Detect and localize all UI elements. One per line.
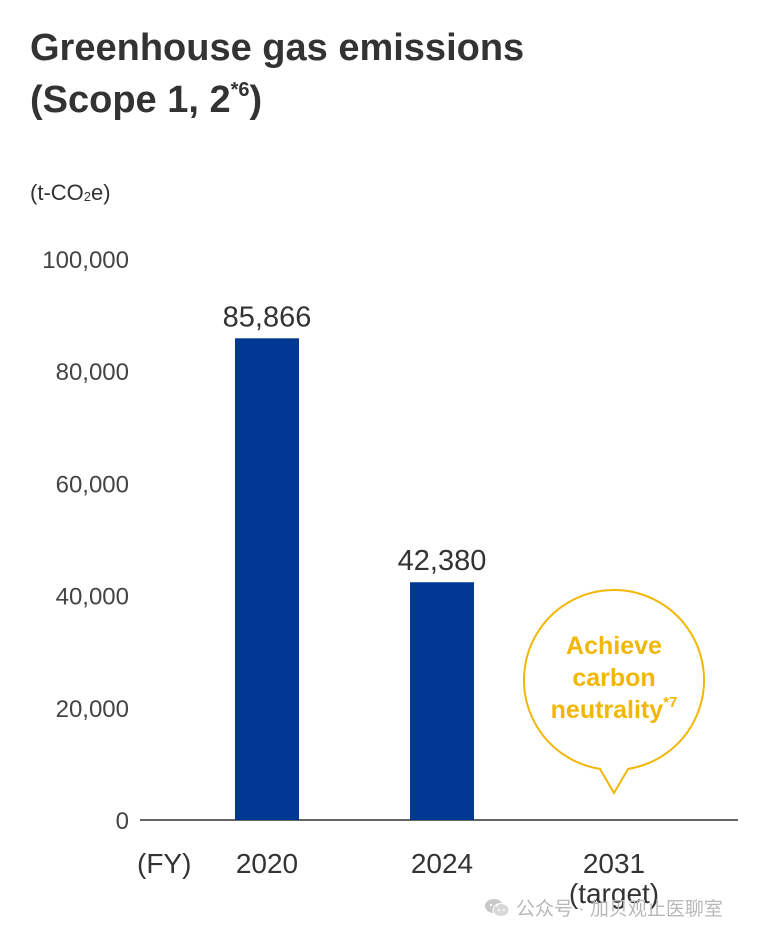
- y-tick-label: 80,000: [56, 359, 129, 386]
- chart-title: Greenhouse gas emissions (Scope 1, 2*6): [30, 22, 750, 126]
- title-footnote-ref: *6: [230, 79, 250, 101]
- callout-footnote-ref: *7: [663, 694, 677, 711]
- watermark-text: 公众号 · 加贝观止医聊室: [516, 899, 723, 920]
- y-tick-label: 60,000: [56, 471, 129, 498]
- watermark: 公众号 · 加贝观止医聊室: [484, 894, 723, 921]
- callout-line-2: carbon: [572, 664, 655, 692]
- title-line-2: (Scope 1, 2: [30, 79, 231, 121]
- title-close-paren: ): [249, 79, 263, 121]
- y-tick-label: 40,000: [56, 584, 129, 611]
- unit-prefix: (t-CO: [30, 180, 84, 205]
- bar-2020: [235, 338, 299, 820]
- x-axis-label: (FY): [137, 848, 191, 879]
- data-label-2020: 85,866: [223, 301, 312, 333]
- y-tick-label: 20,000: [56, 696, 129, 723]
- y-tick-label: 0: [116, 808, 129, 835]
- x-tick-label-2031: 2031: [583, 848, 645, 879]
- callout-outline: [523, 589, 705, 795]
- x-tick-sublabel-2031: (target): [569, 878, 659, 909]
- unit-subscript: 2: [83, 189, 91, 204]
- bar-2024: [410, 582, 474, 820]
- unit-suffix: e): [91, 180, 111, 205]
- y-tick-label: 100,000: [42, 247, 129, 274]
- x-tick-label-2020: 2020: [236, 848, 298, 879]
- title-line-1: Greenhouse gas emissions: [30, 27, 525, 69]
- data-label-2024: 42,380: [398, 545, 487, 577]
- y-axis-unit: (t-CO2e): [30, 180, 111, 206]
- wechat-icon: [485, 898, 510, 917]
- callout-line-3: neutrality*7: [551, 694, 678, 724]
- callout-line-1: Achieve: [566, 632, 662, 660]
- x-tick-label-2024: 2024: [411, 848, 473, 879]
